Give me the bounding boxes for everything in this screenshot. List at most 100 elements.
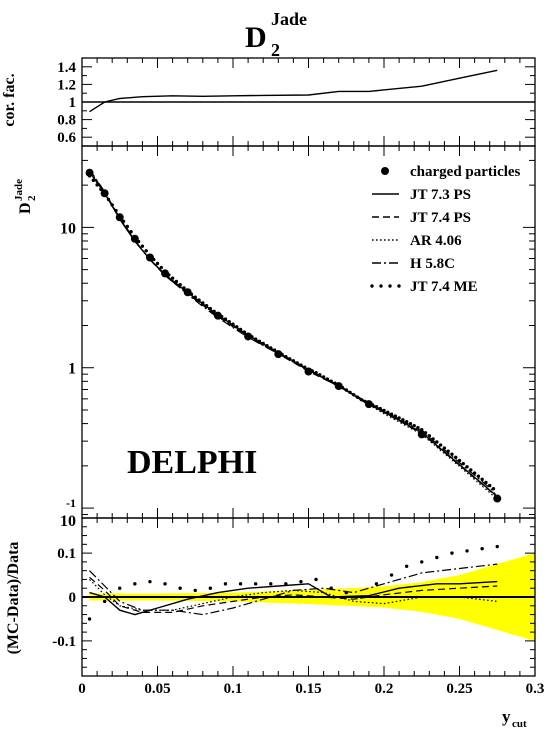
model-curve-jt-7-4-me-dot (144, 249, 148, 253)
model-curve-jt-7-4-me-dot (472, 471, 477, 475)
ratio-curve-jt-7-4-me-dot (284, 582, 288, 586)
model-curve-jt-7-4-me-dot (329, 379, 333, 383)
model-curve-jt-7-4-me-dot (393, 414, 398, 418)
model-curve-jt-7-4-me-dot (321, 375, 326, 379)
legend-label: JT 7.3 PS (410, 187, 471, 203)
model-curve-jt-7-4-me-dot (291, 359, 296, 363)
model-curve-jt-7-4-me-dot (469, 468, 473, 472)
ratio-ylabel: (MC-Data)/Data (5, 542, 22, 655)
ratio-curve-jt-7-4-me-dot (389, 573, 394, 577)
ratio-curve-jt-7-4-me-dot (495, 544, 499, 549)
model-curve-jt-7-4-me-dot (99, 187, 103, 192)
model-curve-jt-7-4-ps (89, 169, 498, 499)
model-curve-jt-7-4-me-dot (212, 309, 216, 314)
model-curve-jt-7-4-me-dot (121, 219, 126, 223)
data-point (417, 430, 426, 439)
model-curve-jt-7-4-me-dot (155, 261, 160, 266)
x-tick-label: 0.25 (446, 681, 472, 697)
model-curve-jt-7-4-me-dot (129, 230, 133, 234)
model-curve-jt-7-4-me-dot (95, 183, 99, 187)
main-ytick-label: 1 (68, 361, 76, 378)
ratio-curve-jt-7-4-me-dot (465, 549, 469, 553)
ratio-curve-jt-7-4-me-dot (87, 617, 92, 621)
x-axis-label-subscript: cut (512, 718, 527, 730)
main-ylabel-main: D (17, 202, 34, 214)
model-curve-jt-7-4-me-dot (91, 178, 96, 183)
ratio-curve-jt-7-4-me-dot (178, 586, 182, 590)
model-curve-jt-7-4-me-dot (231, 322, 235, 326)
ratio-curve-h-5-8c (89, 563, 498, 616)
main-ytick-label: 10 (60, 513, 76, 530)
legend-label: AR 4.06 (410, 233, 462, 249)
x-tick-label: 0.05 (144, 681, 170, 697)
correction-ytick-label: 0.8 (57, 113, 76, 129)
legend-marker (370, 284, 374, 288)
data-point (213, 311, 222, 320)
correction-ytick-label: 1 (69, 95, 77, 111)
model-curve-jt-7-4-me-dot (235, 325, 239, 329)
model-curve-jt-7-4-me-dot (382, 408, 386, 413)
ratio-curve-jt-7-4-me-dot (118, 586, 122, 590)
model-curve-jt-7-4-me-dot (401, 418, 405, 422)
model-curve-jt-7-4-me-dot (265, 344, 269, 348)
model-curve-jt-7-4-me-dot (404, 419, 409, 424)
model-curve-jt-7-4-me-dot (465, 465, 469, 469)
data-point (145, 253, 154, 262)
legend: charged particles JT 7.3 PS JT 7.4 PS AR 4.… (370, 164, 521, 295)
model-curve-jt-7-4-me-dot (170, 276, 175, 280)
model-curve-jt-7-4-me-dot (438, 443, 443, 447)
uncertainty-band (82, 553, 535, 641)
data-point (85, 168, 94, 177)
x-tick-label: 0.2 (375, 681, 394, 697)
ratio-ytick-label: 0 (69, 590, 77, 606)
model-curve-jt-7-4-me-dot (174, 279, 179, 284)
legend-entry-h-5-8c: H 5.8C (372, 256, 455, 272)
model-curve-jt-7-4-me-dot (348, 390, 352, 395)
chart-title: D (245, 21, 267, 54)
data-points (85, 168, 502, 503)
model-curve-jt-7-4-me-dot (208, 306, 213, 311)
ratio-curve-jt-7-4-me-dot (223, 582, 228, 586)
model-curve-jt-7-4-me-dot (303, 365, 307, 369)
main-ylabel-subscript: 2 (26, 195, 38, 201)
legend-marker (379, 284, 383, 288)
data-point (161, 269, 170, 278)
ratio-curve-jt-7-4-me-dot (238, 582, 243, 586)
correction-factor-series (82, 69, 535, 113)
ratio-curve-jt-7-4-me-dot (253, 582, 258, 586)
model-curve-jt-7-4-me-dot (204, 304, 209, 308)
model-curve-jt-7-4-me-dot (374, 404, 379, 409)
correction-factor-line (89, 69, 498, 113)
main-ticks: 10 1 -1 10 (60, 146, 536, 530)
model-curve-jt-7-4-me-dot (201, 301, 205, 305)
correction-ytick-label: 0.6 (57, 130, 76, 146)
ratio-ytick-label: -0.1 (52, 634, 76, 650)
correction-factor-ylabel: cor. fac. (1, 73, 18, 126)
model-curve-jt-7-4-me-dot (480, 477, 484, 482)
model-curve-jt-7-4-me-dot (125, 224, 129, 229)
legend-entry-jt-7-4-me: JT 7.4 ME (370, 279, 478, 295)
legend-marker (388, 284, 392, 288)
x-tick-label: 0.1 (224, 681, 243, 697)
model-curve-jt-7-4-me-dot (253, 337, 258, 341)
model-curve-jt-7-4-me-dot (269, 346, 273, 350)
model-curve-jt-7-4-me-dot (450, 452, 454, 456)
main-ylabel-superscript: Jade (13, 179, 25, 201)
ratio-curve-jt-7-4-me-dot (299, 579, 303, 584)
ratio-curve-jt-7-4-me-dot (163, 582, 167, 586)
main-ylabel: D 2 Jade (13, 179, 38, 214)
model-curve-jt-7-4-me-dot (476, 474, 481, 478)
model-curve-jt-7-4-me-dot (457, 458, 462, 463)
model-curve-jt-7-4-me-dot (110, 203, 114, 207)
model-curve-jt-7-4-me-dot (140, 244, 145, 248)
data-point (274, 350, 283, 359)
model-curve-jt-7-4-me-dot (261, 341, 265, 346)
data-point (115, 213, 124, 222)
x-axis-tick-labels: 0 0.05 0.1 0.15 0.2 0.25 0.3 (78, 681, 544, 697)
model-curve-jt-7-4-me-dot (435, 440, 439, 444)
legend-label: JT 7.4 PS (410, 210, 471, 226)
legend-marker (397, 284, 401, 288)
ratio-curve-jt-7-3-ps (89, 580, 498, 616)
ratio-curve-jt-7-4-me-dot (344, 590, 348, 595)
model-curve-jt-7-4-me-dot (442, 446, 447, 450)
